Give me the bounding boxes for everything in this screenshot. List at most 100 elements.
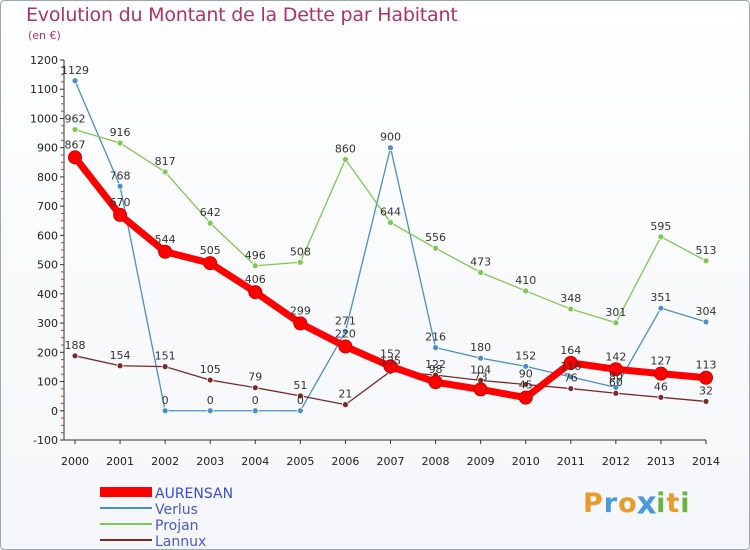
data-point-projan <box>702 257 710 265</box>
data-label-aurensan: 73 <box>474 370 488 383</box>
data-labels: 867 670 544 505 406 299 220 152 98 73 45 164 142 127 1… <box>61 64 717 407</box>
data-label-verlus: 80 <box>609 370 623 383</box>
data-label-verlus: 216 <box>425 331 446 344</box>
data-point-verlus <box>387 144 394 152</box>
data-label-aurensan: 544 <box>155 233 176 246</box>
data-label-verlus: 152 <box>515 349 536 362</box>
data-point-projan <box>432 244 439 252</box>
data-label-aurensan: 670 <box>110 196 131 209</box>
data-label-verlus: 0 <box>252 394 259 407</box>
data-point-aurensan <box>248 285 263 300</box>
y-tick-label: 1100 <box>30 83 58 96</box>
x-tick-label: 2010 <box>512 455 540 468</box>
logo-letter: P <box>583 488 604 519</box>
data-point-aurensan <box>518 390 533 405</box>
logo-letter: i <box>680 488 691 519</box>
data-point-verlus <box>206 407 214 415</box>
data-point-projan <box>567 305 575 313</box>
x-tick-label: 2002 <box>151 455 179 468</box>
x-tick-label: 2003 <box>196 455 224 468</box>
data-point-projan <box>251 262 259 270</box>
data-label-verlus: 768 <box>110 169 131 182</box>
data-label-verlus: 351 <box>650 291 671 304</box>
data-label-verlus: 0 <box>297 394 304 407</box>
data-label-projan: 642 <box>200 206 221 219</box>
logo-letter: t <box>666 488 681 519</box>
data-point-aurensan <box>653 366 668 381</box>
data-label-verlus: 0 <box>207 394 214 407</box>
data-label-projan: 473 <box>470 256 491 269</box>
x-tick-label: 2013 <box>647 455 675 468</box>
data-label-lannux: 154 <box>110 349 131 362</box>
y-tick-label: 700 <box>37 200 58 213</box>
data-label-aurensan: 127 <box>650 355 671 368</box>
data-point-lannux <box>161 363 169 371</box>
data-label-lannux: 51 <box>293 379 307 392</box>
data-label-projan: 916 <box>110 126 131 139</box>
data-point-aurensan <box>428 375 443 390</box>
data-label-lannux: 122 <box>425 358 446 371</box>
x-tick-label: 2012 <box>602 455 630 468</box>
data-point-projan <box>161 168 169 176</box>
x-tick-label: 2009 <box>467 455 495 468</box>
y-tick-label: -100 <box>33 434 58 447</box>
data-label-verlus: 0 <box>162 394 169 407</box>
data-label-projan: 860 <box>335 142 356 155</box>
data-label-projan: 962 <box>65 113 86 126</box>
chart-unit-label: (en €) <box>28 29 61 42</box>
data-point-lannux <box>206 376 214 384</box>
y-tick-label: 0 <box>51 405 58 418</box>
chart-axes: -100010020030040050060070080090010001100… <box>30 54 720 468</box>
data-label-projan: 817 <box>155 155 176 168</box>
y-tick-label: 1000 <box>30 112 58 125</box>
y-tick-label: 900 <box>37 142 58 155</box>
legend-label-projan: Projan <box>155 518 199 534</box>
data-label-verlus: 271 <box>335 315 356 328</box>
data-point-lannux <box>702 398 710 405</box>
legend-swatch-verlus <box>100 507 152 509</box>
data-point-verlus <box>522 362 530 370</box>
data-label-aurensan: 220 <box>335 327 356 340</box>
x-tick-label: 2014 <box>692 455 720 468</box>
data-point-projan <box>477 269 485 276</box>
y-tick-label: 100 <box>37 376 58 389</box>
chart-title: Evolution du Montant de la Dette par Hab… <box>26 4 458 26</box>
legend-swatch-projan <box>100 523 152 525</box>
data-label-lannux: 104 <box>470 363 491 376</box>
data-label-lannux: 76 <box>564 372 578 385</box>
data-label-lannux: 46 <box>654 380 668 393</box>
data-point-aurensan <box>563 355 578 370</box>
data-point-projan <box>296 258 304 266</box>
y-tick-label: 500 <box>37 259 58 272</box>
data-point-aurensan <box>383 359 398 374</box>
data-label-aurensan: 406 <box>245 273 266 286</box>
data-label-projan: 513 <box>696 244 717 257</box>
x-tick-label: 2005 <box>286 455 314 468</box>
series-layer <box>68 77 713 415</box>
x-tick-label: 2000 <box>61 455 89 468</box>
data-point-projan <box>522 287 530 295</box>
data-point-projan <box>71 126 79 133</box>
data-point-aurensan <box>608 362 623 377</box>
logo-letter: x <box>636 485 658 522</box>
data-point-verlus <box>567 373 575 381</box>
data-label-projan: 348 <box>560 292 581 305</box>
data-point-lannux <box>296 392 304 400</box>
x-tick-label: 2008 <box>422 455 450 468</box>
data-point-aurensan <box>473 382 488 397</box>
data-point-aurensan <box>338 339 353 354</box>
x-tick-label: 2004 <box>241 455 269 468</box>
data-label-lannux: 188 <box>65 339 86 352</box>
data-label-projan: 508 <box>290 245 311 258</box>
data-point-lannux <box>342 401 349 409</box>
data-label-aurensan: 164 <box>560 344 581 357</box>
data-point-verlus <box>342 328 349 335</box>
data-point-aurensan <box>293 316 308 331</box>
data-point-aurensan <box>113 207 128 222</box>
x-tick-label: 2001 <box>106 455 134 468</box>
logo-letter: i <box>656 488 667 519</box>
x-tick-label: 2006 <box>331 455 359 468</box>
data-point-lannux <box>71 352 79 360</box>
y-tick-label: 1200 <box>30 54 58 67</box>
data-point-verlus <box>296 407 304 415</box>
